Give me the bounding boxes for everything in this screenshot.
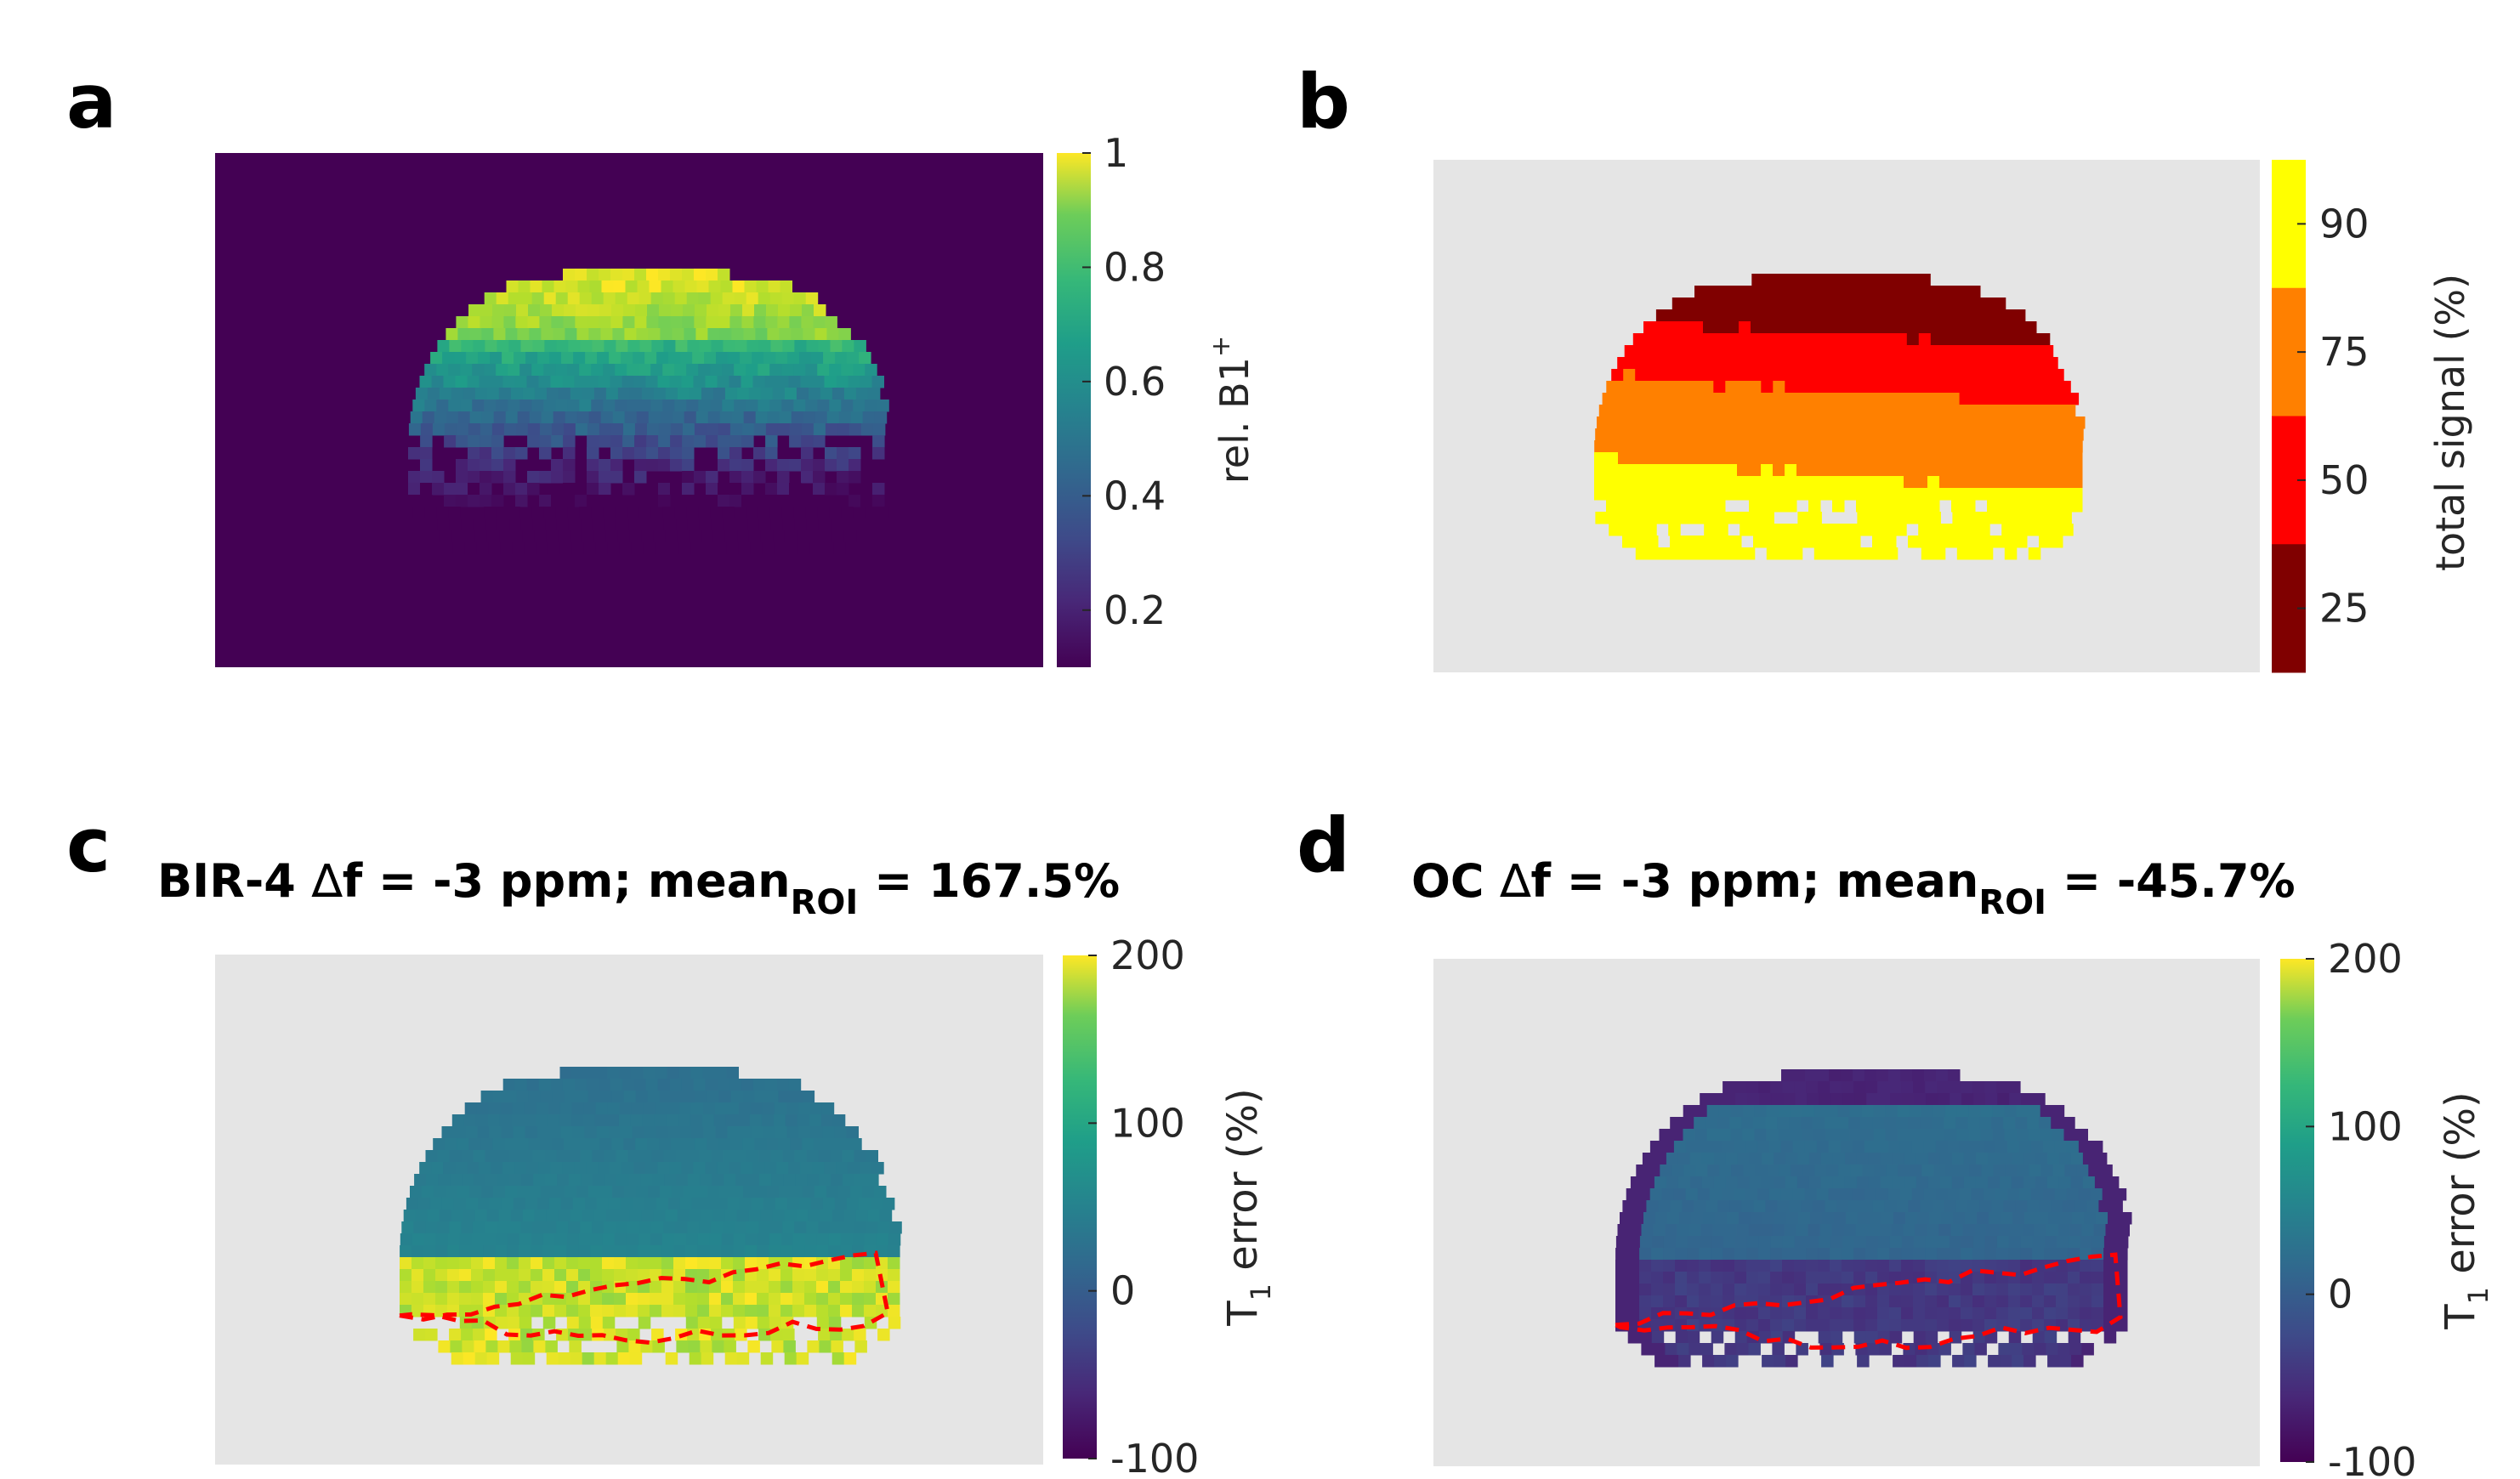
panel-b-colorbar-ticks: 90 75 50 25 <box>2297 201 2370 632</box>
panel-c-title: BIR-4 ∆f = -3 ppm; meanROI = 167.5% <box>157 854 1120 922</box>
panel-c: BIR-4 ∆f = -3 ppm; meanROI = 167.5% 200 1… <box>157 854 1277 1479</box>
panel-c-colorbar <box>1063 955 1097 1459</box>
panel-colorbar-tick-label: 100 <box>1110 1100 1185 1146</box>
panel-colorbar-tick-label: 0 <box>1110 1268 1135 1314</box>
panel-d-colorbar-ticks: 200 100 0 -100 <box>2306 936 2416 1479</box>
panel-b-colorbar-tick-label: 90 <box>2319 201 2370 246</box>
panel-colorbar-tick-label: 0 <box>2328 1272 2353 1318</box>
panel-colorbar-tick-label: 200 <box>1110 932 1185 978</box>
panel-a-pixels <box>408 269 889 555</box>
panel-colorbar-tick-label: 100 <box>2328 1103 2403 1149</box>
panel-c-pixels <box>400 1067 902 1365</box>
panel-a-colorbar-tick-label: 1 <box>1104 130 1128 176</box>
panel-d-colorbar-label: T1 error (%) <box>2437 1091 2494 1329</box>
panel-label-a: a <box>66 58 116 145</box>
panel-colorbar-tick-label: -100 <box>2328 1439 2416 1479</box>
panel-label-c: c <box>66 802 111 889</box>
panel-a-colorbar-tick-label: 0.6 <box>1104 359 1166 405</box>
panel-a: 1 0.8 0.6 0.4 0.2 rel. B1+ <box>215 130 1257 667</box>
panel-d-title: OC ∆f = -3 ppm; meanROI = -45.7% <box>1411 854 2296 922</box>
panel-b-colorbar-tick-label: 75 <box>2319 329 2370 375</box>
panel-a-colorbar-tick-label: 0.8 <box>1104 244 1166 290</box>
panel-a-colorbar-tick-label: 0.4 <box>1104 473 1166 518</box>
panel-b-colorbar-label: total signal (%) <box>2427 274 2473 571</box>
panel-label-b: b <box>1297 58 1350 145</box>
panel-b-pixels <box>1594 274 2086 560</box>
panel-a-colorbar-label: rel. B1+ <box>1206 336 1257 484</box>
panel-colorbar-tick-label: 200 <box>2328 936 2403 982</box>
panel-b-colorbar-tick-label: 25 <box>2319 586 2370 632</box>
panel-a-colorbar <box>1057 153 1091 667</box>
panel-d: OC ∆f = -3 ppm; meanROI = -45.7% 200 100 0… <box>1411 854 2494 1479</box>
panel-c-roi-outline <box>399 1250 891 1346</box>
panel-a-colorbar-ticks: 1 0.8 0.6 0.4 0.2 <box>1082 130 1166 633</box>
panel-b-colorbar <box>2272 160 2306 673</box>
panel-b-colorbar-tick-label: 50 <box>2319 457 2370 503</box>
panel-d-roi-outline <box>1614 1252 2123 1351</box>
panel-colorbar-tick-label: -100 <box>1110 1436 1199 1479</box>
panel-a-colorbar-tick-label: 0.2 <box>1104 587 1166 633</box>
panel-c-colorbar-ticks: 200 100 0 -100 <box>1088 932 1199 1479</box>
panel-d-colorbar <box>2280 959 2314 1462</box>
panel-d-pixels <box>1615 1069 2132 1368</box>
panel-b: 90 75 50 25 total signal (%) <box>1433 160 2473 673</box>
panel-c-colorbar-label: T1 error (%) <box>1219 1088 1277 1326</box>
panel-label-d: d <box>1297 802 1350 889</box>
